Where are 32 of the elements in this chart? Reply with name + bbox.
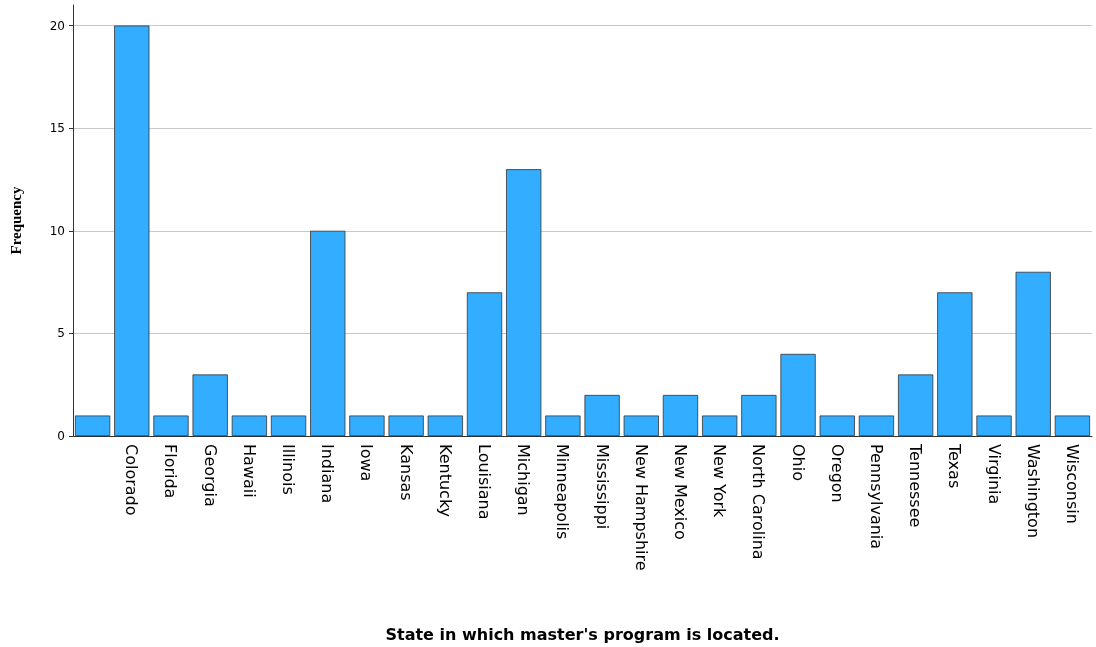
x-tick-label: Tennessee <box>906 443 926 528</box>
x-tick-label: Mississippi <box>592 444 612 530</box>
x-tick-label: Oregon <box>827 444 847 503</box>
x-tick-label: Indiana <box>318 444 338 504</box>
x-tick-label: Washington <box>1023 444 1043 539</box>
y-tick-label: 5 <box>57 326 65 341</box>
x-tick-label: Virginia <box>984 444 1004 505</box>
x-tick-label: Georgia <box>200 444 220 507</box>
x-tick-label: Kentucky <box>435 444 455 518</box>
x-tick-label: Wisconsin <box>1062 444 1082 524</box>
y-tick-label: 0 <box>57 429 65 443</box>
x-tick-label: New Hampshire <box>631 444 651 571</box>
x-tick-label: Texas <box>945 443 965 489</box>
y-axis-title: Frequency <box>7 185 24 255</box>
y-tick-label: 15 <box>49 121 65 136</box>
x-tick-label: Florida <box>161 444 181 499</box>
y-tick-label: 20 <box>49 18 65 33</box>
x-tick-label: Kansas <box>396 444 416 501</box>
x-tick-label: Ohio <box>788 444 808 481</box>
x-tick-label: New York <box>710 444 730 518</box>
x-tick-label: Colorado <box>122 444 142 516</box>
x-tick-label: Pennsylvania <box>866 444 886 550</box>
x-tick-label: Louisiana <box>475 444 495 520</box>
x-tick-label: Hawaii <box>239 444 259 498</box>
x-tick-label: Illinois <box>279 444 299 495</box>
y-tick-label: 10 <box>49 223 65 238</box>
x-tick-label: Michigan <box>514 444 534 516</box>
x-tick-label: North Carolina <box>749 444 769 560</box>
x-tick-label: Iowa <box>357 444 377 482</box>
x-axis-title: State in which master's program is located. <box>385 624 780 644</box>
x-tick-label: Minneapolis <box>553 444 573 540</box>
x-tick-label: New Mexico <box>670 444 690 540</box>
